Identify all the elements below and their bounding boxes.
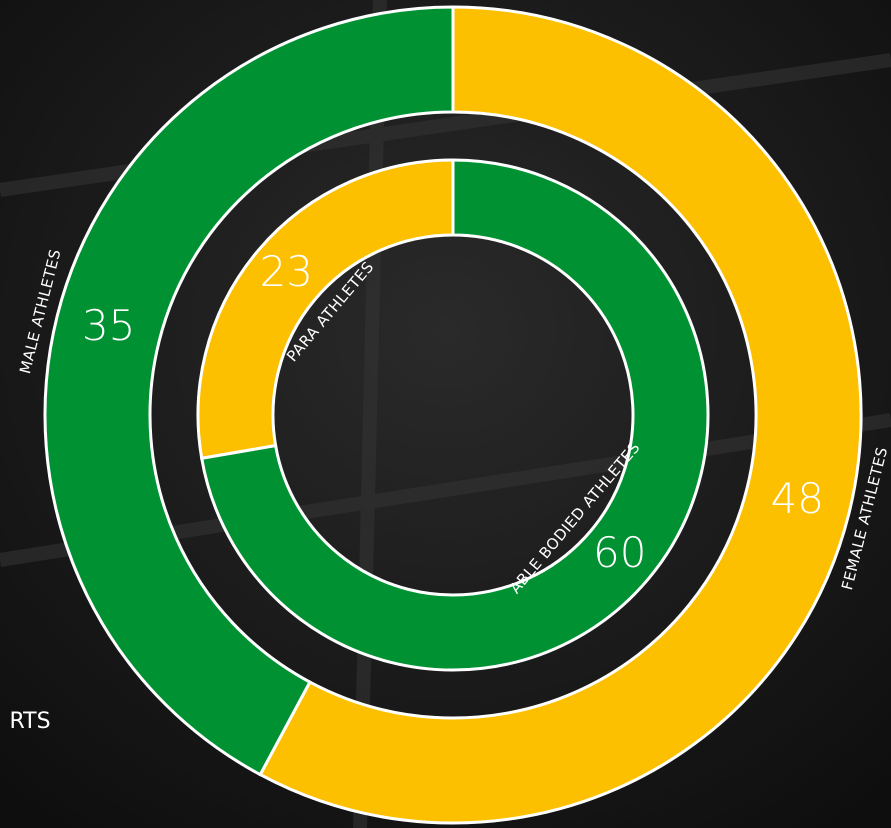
side-text: RTS: [9, 709, 50, 734]
donut-segment: [196, 158, 455, 460]
donut-segment: [258, 5, 863, 825]
value-label: 60: [593, 528, 646, 577]
donut-segment: [199, 158, 710, 672]
value-label: 48: [771, 474, 824, 523]
value-label: 35: [82, 301, 135, 350]
value-label: 23: [260, 247, 313, 296]
donut-segment: [43, 5, 455, 777]
